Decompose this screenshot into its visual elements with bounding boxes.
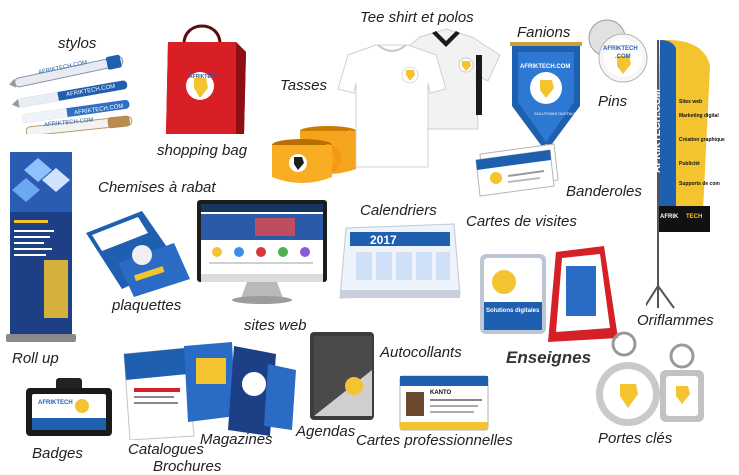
mugs <box>262 97 362 185</box>
label-autocollants: Autocollants <box>380 344 462 361</box>
desk-calendar: 2017 <box>336 220 464 300</box>
label-stylos: stylos <box>58 35 97 52</box>
folders <box>78 203 196 298</box>
label-agendas: Agendas <box>296 423 356 440</box>
signs: Solutions digitales <box>478 238 624 343</box>
pro-card-illustration <box>399 375 489 431</box>
label-fanions: Fanions <box>517 24 571 41</box>
label-pins: Pins <box>598 93 628 110</box>
monitor <box>195 200 329 305</box>
label-chemises: Chemises à rabat <box>98 179 216 196</box>
flag-bottom-tech: TECH <box>686 214 703 220</box>
label-oriflammes: Oriflammes <box>637 312 714 329</box>
folders-illustration <box>86 211 190 297</box>
catalogues-illustration <box>123 342 296 441</box>
label-catalogues: Catalogues <box>128 441 204 458</box>
sign-text: Solutions digitales <box>486 308 540 314</box>
planner <box>306 330 378 424</box>
feather-flag: AFRIKTECH.COM Sites web Marketing digita… <box>643 36 725 310</box>
planner-illustration <box>310 332 374 420</box>
pens-illustration <box>9 54 133 137</box>
flag-service-4: Publicité <box>679 161 700 167</box>
mugs-illustration <box>272 126 362 183</box>
badge-brand-text: AFRIKTECH <box>38 400 73 406</box>
bag-brand-text: AFRIKTECH <box>189 74 218 80</box>
calendar-year: 2017 <box>370 233 397 247</box>
pennant-bottom-text: SOLUTIONS DIGITALES <box>534 111 579 116</box>
flag-service-1: Sites web <box>679 99 703 105</box>
pins-illustration <box>588 19 648 83</box>
shopping-bag: AFRIKTECH <box>160 14 250 139</box>
keychains <box>590 330 710 430</box>
label-plaquettes: plaquettes <box>112 297 182 314</box>
pins-com-text: .COM <box>615 54 631 60</box>
signs-illustration <box>480 246 618 342</box>
shopping-bag-illustration <box>166 24 246 134</box>
keychains-illustration <box>596 331 704 426</box>
desk-calendar-illustration <box>339 223 461 299</box>
pro-card: KANTO <box>398 374 490 432</box>
label-badges: Badges <box>32 445 83 462</box>
pennant-illustration <box>510 42 582 154</box>
tshirts-illustration <box>337 28 501 168</box>
label-enseignes: Enseignes <box>506 348 592 367</box>
pennant-brand-text: AFRIKTECH.COM <box>520 64 571 70</box>
flag-bottom-afrik: AFRIK <box>660 214 679 220</box>
business-cards-illustration <box>475 143 559 197</box>
pins: AFRIKTECH .COM <box>587 16 649 86</box>
flag-service-5: Supports de com <box>679 181 720 187</box>
label-sites-web: sites web <box>244 317 307 334</box>
label-portes-cles: Portes clés <box>598 430 673 447</box>
flag-service-3: Création graphique <box>679 137 725 143</box>
flag-brand-text: AFRIKTECH.COM <box>651 89 663 173</box>
label-banderoles: Banderoles <box>566 183 642 200</box>
catalogues <box>120 340 298 441</box>
label-cartes-pro: Cartes professionnelles <box>356 432 513 449</box>
label-magazines: Magazines <box>200 431 273 448</box>
flag-service-2: Marketing digital <box>679 113 719 119</box>
label-roll-up: Roll up <box>12 350 59 367</box>
feather-flag-illustration <box>643 39 710 309</box>
roll-up-illustration <box>6 152 76 342</box>
label-brochures: Brochures <box>153 458 222 475</box>
monitor-illustration <box>197 200 327 304</box>
badge: AFRIKTECH <box>24 378 114 438</box>
badge-illustration <box>26 378 112 436</box>
business-cards <box>474 140 560 200</box>
pennant: AFRIKTECH.COM SOLUTIONS DIGITALES <box>508 40 584 155</box>
label-cartes-visites: Cartes de visites <box>466 213 577 230</box>
label-tasses: Tasses <box>280 77 327 94</box>
pens-group: AFRIKTECH.COM AFRIKTECH.COM AFRIKTECH.CO… <box>8 52 143 137</box>
label-tee-shirt: Tee shirt et polos <box>360 9 474 26</box>
label-shopping-bag: shopping bag <box>157 142 248 159</box>
roll-up <box>4 150 76 345</box>
pins-brand-text: AFRIKTECH <box>603 46 638 52</box>
pro-card-name: KANTO <box>430 390 452 396</box>
label-calendriers: Calendriers <box>360 202 437 219</box>
tshirts <box>328 25 506 175</box>
